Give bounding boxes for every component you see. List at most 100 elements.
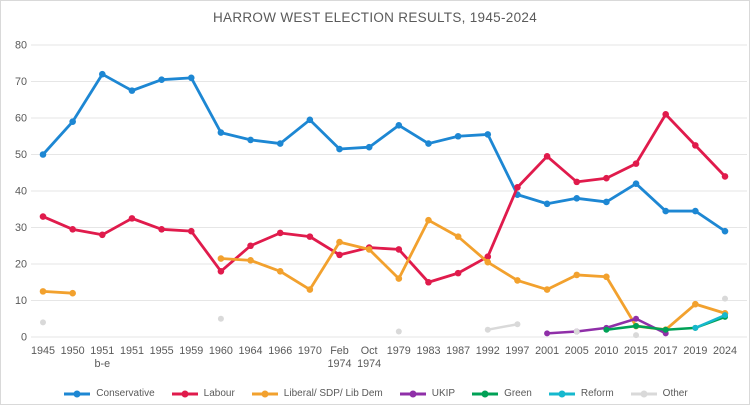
y-tick-label: 60	[15, 113, 27, 125]
legend-label-liberal-sdp-lib-dem: Liberal/ SDP/ Lib Dem	[283, 388, 383, 399]
data-point-liberal-sdp-lib-dem	[692, 300, 699, 308]
data-point-labour	[662, 111, 669, 118]
data-point-liberal-sdp-lib-dem	[484, 258, 492, 266]
x-tick-label: 2015	[624, 345, 648, 357]
x-tick-label: 1983	[416, 345, 440, 357]
data-point-labour	[692, 142, 699, 149]
data-point-conservative	[454, 132, 462, 140]
series-line-other	[486, 322, 519, 331]
data-point-labour	[395, 246, 403, 253]
legend-marker-green-icon	[472, 390, 499, 397]
x-tick-label: 2024	[713, 345, 737, 357]
data-point-labour	[128, 215, 136, 222]
data-point-ukip	[544, 330, 551, 337]
data-point-labour	[247, 242, 254, 250]
x-tick-label: 1955	[150, 345, 174, 357]
series-reform	[692, 312, 728, 331]
data-point-conservative	[632, 180, 640, 187]
y-tick-label: 80	[15, 40, 27, 52]
x-tick-label: 2019	[683, 345, 707, 357]
legend-label-reform: Reform	[580, 388, 614, 399]
x-tick-label: Feb	[330, 345, 349, 357]
legend-label-green: Green	[504, 388, 532, 399]
data-point-other	[633, 332, 640, 339]
data-point-conservative	[99, 70, 106, 78]
y-tick-label: 10	[15, 295, 27, 307]
data-point-reform	[722, 312, 728, 319]
data-point-labour	[721, 173, 729, 180]
data-point-other	[514, 321, 521, 328]
legend-item-labour: Labour	[170, 388, 235, 399]
data-point-liberal-sdp-lib-dem	[365, 246, 373, 253]
legend-marker-liberal-sdp-lib-dem-icon	[251, 390, 278, 397]
series-line-labour	[41, 112, 727, 284]
data-point-conservative	[662, 207, 669, 215]
data-point-liberal-sdp-lib-dem	[247, 257, 254, 264]
data-point-labour	[543, 153, 551, 160]
series-line-reform	[694, 313, 727, 330]
chart-legend: Conservative Labour Liberal/ SDP/ Lib Dem U…	[1, 388, 749, 399]
data-point-conservative	[543, 200, 551, 208]
data-point-conservative	[425, 140, 432, 147]
x-tick-label: 1951	[90, 345, 114, 357]
series-line-liberal-sdp-lib-dem	[219, 218, 727, 332]
x-tick-label: 2001	[535, 345, 559, 357]
y-tick-label: 0	[21, 332, 27, 344]
data-point-labour	[187, 227, 195, 235]
data-point-liberal-sdp-lib-dem	[603, 273, 610, 281]
legend-marker-reform-icon	[548, 390, 575, 397]
x-tick-label: 2010	[594, 345, 618, 357]
series-conservative	[39, 70, 729, 235]
legend-item-liberal-sdp-lib-dem: Liberal/ SDP/ Lib Dem	[250, 388, 383, 399]
series-other	[40, 295, 728, 339]
data-point-labour	[158, 226, 165, 233]
data-point-labour	[632, 160, 640, 167]
data-point-liberal-sdp-lib-dem	[217, 255, 225, 262]
x-tick-label: 1970	[298, 345, 322, 357]
x-tick-label: Oct	[361, 345, 378, 357]
series-line-conservative	[41, 72, 727, 233]
data-point-conservative	[692, 207, 699, 215]
y-tick-label: 30	[15, 222, 27, 234]
data-point-other	[395, 328, 402, 335]
data-point-conservative	[187, 74, 195, 82]
data-point-liberal-sdp-lib-dem	[276, 268, 284, 275]
data-point-labour	[425, 278, 432, 286]
legend-item-conservative: Conservative	[62, 388, 155, 399]
data-point-conservative	[365, 143, 373, 151]
data-point-ukip	[633, 315, 640, 322]
data-point-labour	[484, 253, 492, 260]
data-point-conservative	[573, 195, 581, 202]
data-point-labour	[306, 233, 314, 240]
legend-marker-other-icon	[630, 390, 657, 397]
y-tick-label: 20	[15, 259, 27, 271]
series-labour	[39, 111, 729, 286]
x-tick-label: 1987	[446, 345, 470, 357]
data-point-other	[217, 315, 224, 322]
data-point-labour	[99, 231, 106, 239]
data-point-other	[40, 319, 46, 326]
data-point-other	[484, 326, 491, 333]
series-ukip	[544, 315, 669, 337]
legend-label-labour: Labour	[203, 388, 235, 399]
series-line-liberal-sdp-lib-dem	[41, 289, 75, 295]
chart-title: HARROW WEST ELECTION RESULTS, 1945-2024	[212, 10, 538, 25]
x-tick-label: 1997	[505, 345, 529, 357]
legend-marker-ukip-icon	[399, 390, 426, 397]
data-point-liberal-sdp-lib-dem	[39, 288, 47, 295]
data-point-conservative	[69, 118, 76, 125]
data-point-labour	[217, 268, 225, 275]
data-point-conservative	[247, 136, 254, 144]
series-liberal-sdp-lib-dem	[39, 216, 729, 334]
x-tick-label: 1945	[31, 345, 55, 357]
gridlines	[31, 44, 747, 338]
data-point-other	[722, 295, 728, 302]
data-point-green	[633, 323, 640, 330]
data-point-conservative	[217, 129, 225, 136]
data-point-labour	[454, 269, 462, 277]
x-tick-label: 1992	[476, 345, 500, 357]
data-point-labour	[603, 174, 610, 182]
data-point-labour	[573, 178, 581, 186]
